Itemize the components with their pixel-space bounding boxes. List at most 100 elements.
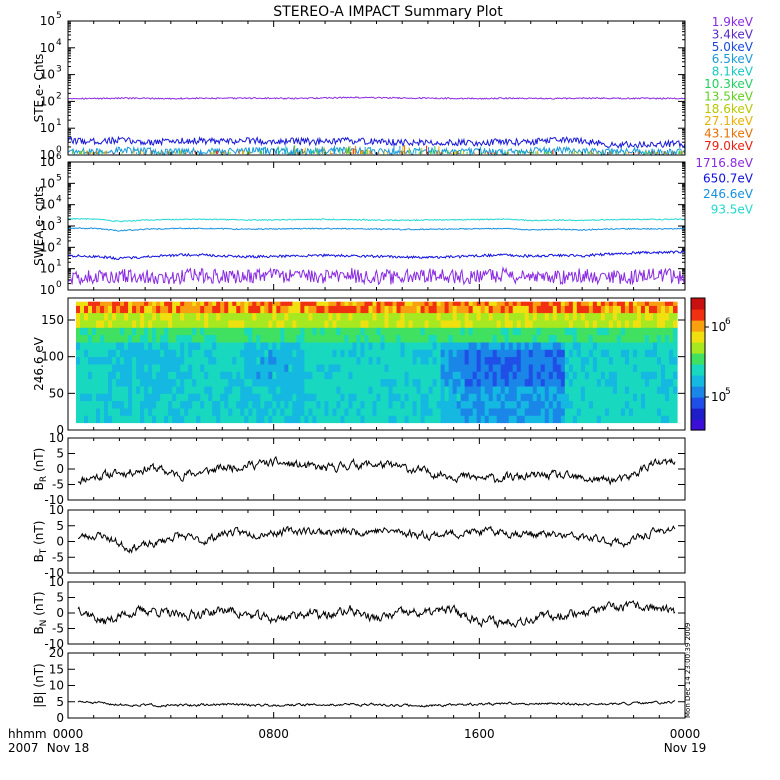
pad-cell bbox=[468, 386, 474, 394]
pad-cell bbox=[464, 312, 470, 321]
pad-cell bbox=[672, 312, 678, 321]
pad-cell bbox=[444, 320, 450, 328]
pad-cell bbox=[644, 400, 650, 409]
pad-cell bbox=[492, 342, 498, 350]
pad-cell bbox=[568, 386, 574, 394]
pad-cell bbox=[96, 334, 101, 343]
pad-cell bbox=[452, 349, 458, 358]
pad-cell bbox=[436, 378, 442, 387]
pad-cell bbox=[672, 327, 678, 336]
pad-cell bbox=[464, 364, 470, 372]
pad-cell bbox=[516, 371, 522, 380]
pad-cell bbox=[260, 371, 265, 380]
pad-cell bbox=[192, 342, 197, 350]
pad-cell bbox=[448, 371, 454, 380]
pad-cell bbox=[252, 356, 257, 365]
pad-cell bbox=[664, 378, 670, 387]
pad-cell bbox=[532, 320, 538, 328]
pad-cell bbox=[496, 301, 502, 306]
pad-cell bbox=[280, 364, 285, 372]
pad-cell bbox=[348, 393, 354, 402]
series-650.7eV bbox=[67, 250, 686, 261]
pad-cell bbox=[488, 378, 494, 387]
pad-cell bbox=[84, 356, 89, 365]
pad-cell bbox=[632, 400, 638, 409]
pad-cell bbox=[316, 312, 322, 321]
pad-cell bbox=[608, 327, 614, 336]
pad-cell bbox=[296, 312, 301, 321]
pad-cell bbox=[80, 378, 85, 387]
pad-cell bbox=[380, 364, 386, 372]
pad-cell bbox=[436, 400, 442, 409]
pad-cell bbox=[136, 386, 141, 394]
pad-cell bbox=[228, 408, 233, 416]
pad-cell bbox=[476, 371, 482, 380]
pad-cell bbox=[144, 320, 149, 328]
pad-cell bbox=[76, 327, 81, 336]
pad-cell bbox=[500, 334, 506, 343]
pad-cell bbox=[532, 301, 538, 306]
pad-cell bbox=[144, 327, 149, 336]
colorbar-step bbox=[691, 333, 705, 336]
pad-cell bbox=[508, 408, 514, 416]
pad-cell bbox=[588, 378, 594, 387]
pad-cell bbox=[296, 349, 301, 358]
pad-cell bbox=[584, 312, 590, 321]
pad-cell bbox=[232, 356, 237, 365]
pad-cell bbox=[672, 305, 678, 314]
pad-cell bbox=[620, 349, 626, 358]
pad-cell bbox=[168, 301, 173, 306]
pad-cell bbox=[140, 312, 145, 321]
pad-cell bbox=[172, 408, 177, 416]
pad-cell bbox=[540, 312, 546, 321]
pad-cell bbox=[304, 334, 309, 343]
pad-cell bbox=[100, 349, 105, 358]
pad-cell bbox=[608, 320, 614, 328]
pad-cell bbox=[228, 378, 233, 387]
pad-cell bbox=[340, 301, 346, 306]
pad-cell bbox=[584, 334, 590, 343]
pad-cell bbox=[504, 393, 510, 402]
pad-cell bbox=[116, 342, 121, 350]
pad-cell bbox=[504, 349, 510, 358]
pad-cell bbox=[404, 356, 410, 365]
pad-cell bbox=[472, 371, 478, 380]
pad-cell bbox=[180, 334, 185, 343]
pad-cell bbox=[356, 415, 362, 424]
x-tick-label: 0800 bbox=[258, 727, 289, 741]
pad-cell bbox=[160, 342, 165, 350]
pad-cell bbox=[204, 342, 209, 350]
pad-cell bbox=[376, 301, 382, 306]
pad-cell bbox=[468, 356, 474, 365]
pad-cell bbox=[344, 356, 350, 365]
pad-cell bbox=[472, 312, 478, 321]
pad-cell bbox=[632, 364, 638, 372]
pad-cell bbox=[492, 312, 498, 321]
pad-cell bbox=[576, 342, 582, 350]
pad-cell bbox=[264, 327, 269, 336]
pad-cell bbox=[496, 415, 502, 424]
pad-cell bbox=[360, 386, 366, 394]
pad-cell bbox=[344, 327, 350, 336]
pad-cell bbox=[364, 334, 370, 343]
pad-cell bbox=[504, 415, 510, 424]
colorbar-step bbox=[691, 300, 705, 303]
pad-cell bbox=[248, 327, 253, 336]
pad-cell bbox=[516, 386, 522, 394]
pad-cell bbox=[380, 305, 386, 314]
pad-cell bbox=[632, 327, 638, 336]
pad-cell bbox=[324, 327, 330, 336]
pad-cell bbox=[532, 400, 538, 409]
pad-cell bbox=[332, 334, 338, 343]
pad-cell bbox=[616, 327, 622, 336]
pad-cell bbox=[552, 386, 558, 394]
pad-cell bbox=[348, 408, 354, 416]
generation-stamp: Mon Dec 14 23:00:39 2009 bbox=[684, 623, 692, 718]
pad-cell bbox=[340, 393, 346, 402]
series-1.9keV bbox=[68, 96, 686, 100]
colorbar-step bbox=[691, 401, 705, 405]
pad-cell bbox=[300, 320, 305, 328]
pad-cell bbox=[480, 305, 486, 314]
pad-cell bbox=[644, 371, 650, 380]
pad-cell bbox=[528, 320, 534, 328]
